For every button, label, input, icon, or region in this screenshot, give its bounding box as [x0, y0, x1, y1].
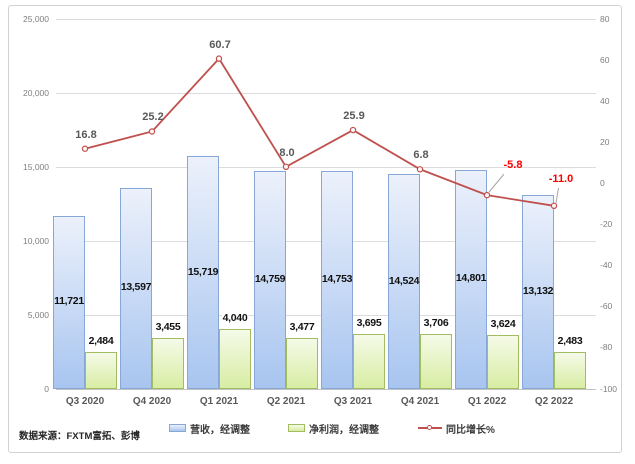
- y-axis-label-right: 40: [600, 96, 610, 107]
- growth-value-label: -11.0: [548, 172, 574, 185]
- gridline: [56, 93, 596, 94]
- bar-net-profit: [286, 337, 318, 389]
- bar-net-profit: [219, 329, 251, 389]
- growth-line-swatch-marker: [427, 425, 432, 430]
- bar-revenue: [522, 194, 554, 389]
- line-marker: [148, 128, 156, 135]
- bar-net-profit: [152, 337, 184, 389]
- bar-net-profit: [353, 334, 385, 389]
- y-axis-label-right: -20: [600, 219, 613, 230]
- y-axis-label-left: 5,000: [27, 310, 49, 320]
- y-axis-label-right: -100: [600, 383, 618, 394]
- revenue-value-label: 13,132: [522, 284, 554, 297]
- y-axis-label-right: 80: [600, 14, 610, 24]
- label-leader-line: [488, 173, 505, 193]
- growth-value-label: 25.9: [343, 110, 365, 123]
- category-label: Q2 2021: [266, 396, 306, 407]
- category-label: Q4 2021: [400, 396, 440, 407]
- bar-revenue: [254, 170, 286, 389]
- net-profit-value-label: 3,455: [137, 320, 199, 334]
- y-axis-label-right: -80: [600, 342, 613, 353]
- growth-value-label: -5.8: [503, 159, 523, 172]
- revenue-value-label: 14,753: [321, 272, 353, 285]
- net-profit-value-text: 2,484: [87, 335, 115, 348]
- growth-value-label: 6.8: [413, 149, 429, 162]
- legend-item-net-profit: 净利润，经调整: [288, 420, 379, 436]
- y-axis-label-left: 25,000: [23, 14, 49, 24]
- y-axis-label-left: 15,000: [23, 162, 49, 172]
- net-profit-value-text: 3,624: [489, 318, 517, 331]
- y-axis-label-left: 0: [44, 384, 49, 394]
- category-label: Q1 2021: [199, 396, 239, 407]
- source-note: 数据来源：FXTM富拓、彭博: [19, 431, 140, 442]
- net-profit-value-label: 3,695: [338, 317, 400, 330]
- y-axis-label-right: 60: [600, 55, 610, 66]
- bar-revenue: [120, 187, 152, 389]
- category-label: Q4 2020: [132, 396, 172, 407]
- growth-value-label: 16.8: [75, 128, 97, 141]
- growth-line-swatch: [418, 424, 442, 432]
- bar-revenue: [53, 215, 85, 389]
- plot-area: 25,000 20,000 15,000 10,000 5,000 0 80 60 40 20 0 -…: [9, 6, 621, 452]
- growth-value-label: 8.0: [279, 146, 295, 159]
- category-label: Q2 2022: [534, 396, 574, 407]
- growth-value-label: 60.7: [209, 38, 231, 51]
- category-label: Q1 2022: [467, 396, 507, 407]
- bar-revenue: [388, 174, 420, 389]
- net-profit-value-text: 3,695: [355, 317, 383, 330]
- line-marker: [81, 145, 89, 152]
- bar-net-profit: [85, 352, 117, 389]
- bar-revenue: [321, 170, 353, 389]
- y-axis-label-left: 10,000: [23, 236, 49, 246]
- legend-item-growth: 同比增长%: [418, 420, 495, 436]
- gridline: [56, 389, 596, 390]
- bar-net-profit: [487, 335, 519, 389]
- legend-label-revenue: 营收，经调整: [190, 424, 250, 436]
- line-marker: [215, 55, 223, 62]
- net-profit-value-text: 3,706: [422, 317, 450, 330]
- line-marker: [349, 126, 357, 134]
- revenue-value-label: 15,719: [187, 265, 219, 278]
- y-axis-label-right: -60: [600, 301, 613, 312]
- revenue-value-label: 14,801: [455, 272, 487, 285]
- label-leader-line: [555, 187, 560, 203]
- net-profit-value-text: 3,477: [288, 320, 316, 333]
- revenue-value-label: 13,597: [120, 281, 152, 294]
- category-label: Q3 2020: [65, 396, 105, 407]
- gridline: [56, 19, 596, 20]
- y-axis-label-left: 20,000: [23, 88, 49, 98]
- y-axis-label-right: 0: [600, 178, 605, 189]
- revenue-value-label: 14,524: [388, 274, 420, 287]
- net-profit-value-text: 4,040: [221, 312, 249, 325]
- net-profit-value-label: 4,040: [204, 312, 266, 325]
- legend: 营收，经调整 净利润，经调整 同比增长%: [9, 420, 621, 438]
- revenue-value-label: 11,721: [54, 295, 84, 308]
- net-profit-value-label: 2,483: [539, 335, 601, 348]
- y-axis-label-right: -40: [600, 260, 613, 271]
- net-profit-value-label: 3,477: [271, 320, 333, 334]
- net-profit-value-text: 2,483: [556, 335, 584, 348]
- legend-item-revenue: 营收，经调整: [169, 420, 250, 436]
- bar-net-profit: [420, 334, 452, 389]
- net-profit-value-label: 2,484: [70, 335, 132, 348]
- bar-net-profit: [554, 352, 586, 389]
- net-profit-value-text: 3,455: [154, 320, 182, 333]
- legend-label-net-profit: 净利润，经调整: [309, 424, 379, 436]
- net-profit-value-label: 3,706: [405, 317, 467, 330]
- category-label: Q3 2021: [333, 396, 373, 407]
- net-profit-value-label: 3,624: [472, 318, 534, 331]
- legend-label-growth: 同比增长%: [446, 424, 495, 436]
- growth-value-label: 25.2: [142, 111, 164, 124]
- net-profit-swatch: [288, 424, 305, 432]
- chart-frame: 25,000 20,000 15,000 10,000 5,000 0 80 60 40 20 0 -…: [8, 5, 622, 453]
- y-axis-label-right: 20: [600, 137, 610, 148]
- revenue-value-label: 14,759: [254, 272, 286, 285]
- revenue-swatch: [169, 424, 186, 432]
